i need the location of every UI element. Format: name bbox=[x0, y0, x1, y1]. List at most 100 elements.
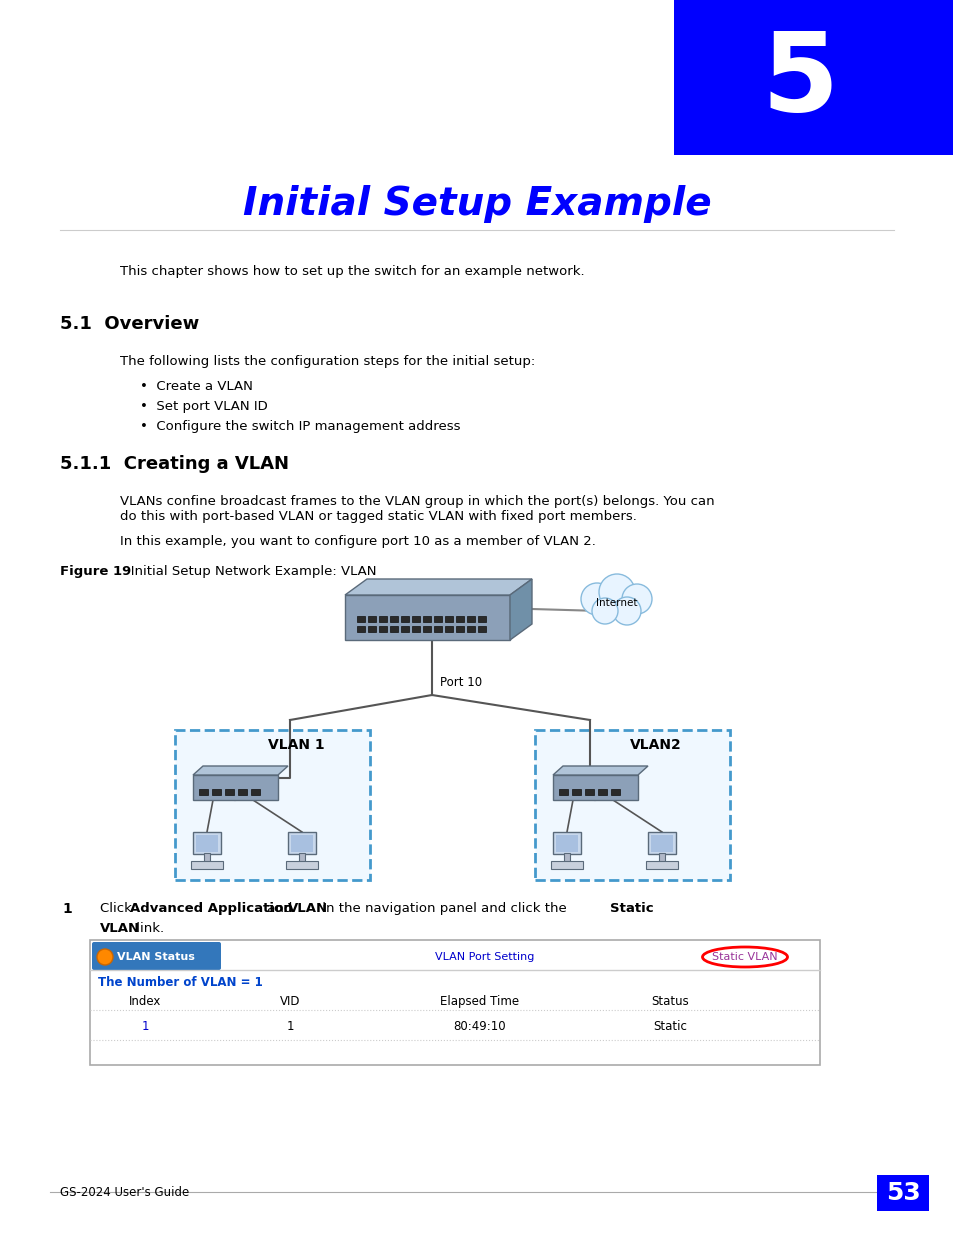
Text: VLANs confine broadcast frames to the VLAN group in which the port(s) belongs. Y: VLANs confine broadcast frames to the VL… bbox=[120, 495, 714, 522]
Text: VLAN: VLAN bbox=[288, 902, 328, 915]
Text: Static: Static bbox=[653, 1020, 686, 1032]
FancyBboxPatch shape bbox=[400, 626, 409, 632]
FancyBboxPatch shape bbox=[572, 789, 580, 795]
FancyBboxPatch shape bbox=[251, 789, 260, 795]
FancyBboxPatch shape bbox=[91, 942, 221, 969]
FancyBboxPatch shape bbox=[378, 616, 387, 622]
FancyBboxPatch shape bbox=[345, 595, 510, 640]
FancyBboxPatch shape bbox=[467, 626, 475, 632]
Text: VLAN Status: VLAN Status bbox=[117, 952, 194, 962]
FancyBboxPatch shape bbox=[193, 832, 221, 853]
Circle shape bbox=[97, 948, 112, 965]
Circle shape bbox=[598, 574, 635, 610]
FancyBboxPatch shape bbox=[400, 616, 409, 622]
FancyBboxPatch shape bbox=[647, 832, 676, 853]
FancyBboxPatch shape bbox=[195, 835, 218, 852]
FancyBboxPatch shape bbox=[193, 776, 277, 800]
Text: 1: 1 bbox=[62, 902, 71, 916]
Text: 80:49:10: 80:49:10 bbox=[454, 1020, 506, 1032]
FancyBboxPatch shape bbox=[477, 616, 485, 622]
Text: Click: Click bbox=[100, 902, 136, 915]
FancyBboxPatch shape bbox=[645, 861, 678, 869]
Polygon shape bbox=[193, 766, 288, 776]
Text: 1: 1 bbox=[286, 1020, 294, 1032]
FancyBboxPatch shape bbox=[378, 626, 387, 632]
Text: In this example, you want to configure port 10 as a member of VLAN 2.: In this example, you want to configure p… bbox=[120, 535, 596, 548]
Text: Internet: Internet bbox=[596, 598, 638, 608]
FancyBboxPatch shape bbox=[553, 832, 580, 853]
FancyBboxPatch shape bbox=[368, 616, 375, 622]
FancyBboxPatch shape bbox=[584, 789, 594, 795]
Text: Index: Index bbox=[129, 995, 161, 1008]
Text: link.: link. bbox=[132, 923, 164, 935]
FancyBboxPatch shape bbox=[191, 861, 223, 869]
Text: Figure 19: Figure 19 bbox=[60, 564, 132, 578]
Polygon shape bbox=[510, 579, 532, 640]
Circle shape bbox=[580, 583, 613, 615]
FancyBboxPatch shape bbox=[434, 626, 441, 632]
FancyBboxPatch shape bbox=[174, 730, 370, 881]
FancyBboxPatch shape bbox=[390, 626, 397, 632]
FancyBboxPatch shape bbox=[659, 853, 664, 862]
FancyBboxPatch shape bbox=[422, 626, 431, 632]
FancyBboxPatch shape bbox=[204, 853, 210, 862]
FancyBboxPatch shape bbox=[876, 1174, 928, 1212]
FancyBboxPatch shape bbox=[422, 616, 431, 622]
Text: Initial Setup Example: Initial Setup Example bbox=[242, 185, 711, 224]
FancyBboxPatch shape bbox=[225, 789, 233, 795]
FancyBboxPatch shape bbox=[598, 789, 606, 795]
FancyBboxPatch shape bbox=[444, 616, 453, 622]
FancyBboxPatch shape bbox=[563, 853, 569, 862]
FancyBboxPatch shape bbox=[237, 789, 247, 795]
Circle shape bbox=[621, 584, 651, 614]
FancyBboxPatch shape bbox=[434, 616, 441, 622]
Text: Advanced Application: Advanced Application bbox=[130, 902, 293, 915]
FancyBboxPatch shape bbox=[368, 626, 375, 632]
FancyBboxPatch shape bbox=[286, 861, 317, 869]
Text: VLAN 1: VLAN 1 bbox=[267, 739, 324, 752]
Circle shape bbox=[613, 597, 640, 625]
FancyBboxPatch shape bbox=[467, 616, 475, 622]
Circle shape bbox=[592, 598, 618, 624]
Text: 5: 5 bbox=[760, 27, 838, 135]
Text: in the navigation panel and click the: in the navigation panel and click the bbox=[317, 902, 571, 915]
FancyBboxPatch shape bbox=[553, 776, 638, 800]
Text: Initial Setup Network Example: VLAN: Initial Setup Network Example: VLAN bbox=[118, 564, 376, 578]
Text: This chapter shows how to set up the switch for an example network.: This chapter shows how to set up the swi… bbox=[120, 266, 584, 278]
FancyBboxPatch shape bbox=[390, 616, 397, 622]
FancyBboxPatch shape bbox=[291, 835, 313, 852]
FancyBboxPatch shape bbox=[650, 835, 672, 852]
FancyBboxPatch shape bbox=[673, 0, 953, 156]
FancyBboxPatch shape bbox=[412, 616, 419, 622]
Text: •  Configure the switch IP management address: • Configure the switch IP management add… bbox=[140, 420, 460, 433]
FancyBboxPatch shape bbox=[356, 626, 365, 632]
Text: Static VLAN: Static VLAN bbox=[712, 952, 777, 962]
FancyBboxPatch shape bbox=[288, 832, 315, 853]
Text: Static: Static bbox=[609, 902, 653, 915]
FancyBboxPatch shape bbox=[558, 789, 567, 795]
Text: GS-2024 User's Guide: GS-2024 User's Guide bbox=[60, 1186, 189, 1199]
Text: Status: Status bbox=[651, 995, 688, 1008]
FancyBboxPatch shape bbox=[556, 835, 578, 852]
Text: VLAN2: VLAN2 bbox=[629, 739, 681, 752]
FancyBboxPatch shape bbox=[212, 789, 221, 795]
FancyBboxPatch shape bbox=[199, 789, 208, 795]
FancyBboxPatch shape bbox=[90, 940, 820, 1065]
Text: Port 10: Port 10 bbox=[439, 677, 481, 689]
Polygon shape bbox=[345, 579, 532, 595]
Text: 5.1  Overview: 5.1 Overview bbox=[60, 315, 199, 333]
Polygon shape bbox=[553, 766, 647, 776]
Text: •  Set port VLAN ID: • Set port VLAN ID bbox=[140, 400, 268, 412]
Text: •  Create a VLAN: • Create a VLAN bbox=[140, 380, 253, 393]
FancyBboxPatch shape bbox=[610, 789, 619, 795]
FancyBboxPatch shape bbox=[456, 626, 463, 632]
FancyBboxPatch shape bbox=[456, 616, 463, 622]
Text: The following lists the configuration steps for the initial setup:: The following lists the configuration st… bbox=[120, 354, 535, 368]
FancyBboxPatch shape bbox=[477, 626, 485, 632]
Text: Elapsed Time: Elapsed Time bbox=[440, 995, 519, 1008]
Text: VLAN Port Setting: VLAN Port Setting bbox=[435, 952, 534, 962]
Text: 5.1.1  Creating a VLAN: 5.1.1 Creating a VLAN bbox=[60, 454, 289, 473]
Text: 53: 53 bbox=[884, 1181, 920, 1205]
FancyBboxPatch shape bbox=[356, 616, 365, 622]
FancyBboxPatch shape bbox=[444, 626, 453, 632]
